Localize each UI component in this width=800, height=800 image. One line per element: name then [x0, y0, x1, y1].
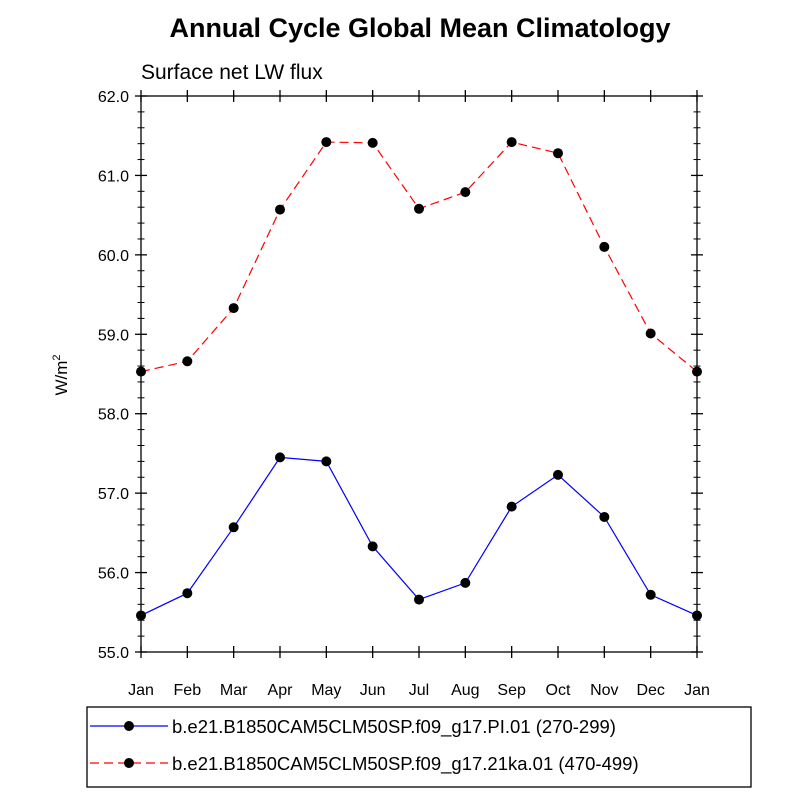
x-tick-label: Jul: [409, 682, 429, 699]
y-axis-label-text: W/m: [52, 361, 71, 396]
series-1-point: [506, 501, 517, 512]
series-1-point: [460, 577, 471, 588]
chart-subtitle: Surface net LW flux: [141, 61, 323, 84]
series-2-point: [136, 366, 146, 377]
y-tick-label: 61.0: [98, 168, 129, 185]
legend-label-2: b.e21.B1850CAM5CLM50SP.f09_g17.21ka.01 (…: [172, 753, 639, 775]
series-1: [136, 452, 702, 621]
x-tick-label: Oct: [546, 682, 571, 699]
chart-title: Annual Cycle Global Mean Climatology: [169, 13, 670, 43]
legend-marker-1: [124, 721, 134, 731]
legend-entries: b.e21.B1850CAM5CLM50SP.f09_g17.PI.01 (27…: [90, 716, 639, 775]
x-tick-label: Sep: [497, 682, 526, 699]
series-2-point: [692, 366, 702, 377]
legend-marker-2: [124, 758, 134, 768]
y-tick-label: 59.0: [98, 327, 129, 344]
y-tick-label: 62.0: [98, 89, 129, 106]
series-1-point: [275, 452, 285, 463]
legend-box: [86, 706, 752, 788]
y-axis-label-superscript: 2: [51, 354, 63, 360]
legend-entry-1: b.e21.B1850CAM5CLM50SP.f09_g17.PI.01 (27…: [90, 716, 616, 738]
series-2-point: [645, 328, 656, 339]
series-1-point: [228, 522, 239, 533]
x-tick-label: Mar: [220, 682, 248, 699]
y-tick-label: 60.0: [98, 248, 129, 265]
series-2-point: [506, 137, 517, 148]
legend: b.e21.B1850CAM5CLM50SP.f09_g17.PI.01 (27…: [86, 706, 752, 788]
y-axis-label: W/m2: [51, 354, 71, 395]
series-2: [136, 137, 702, 377]
series-2-point: [460, 187, 471, 198]
series-1-point: [553, 469, 563, 480]
y-tick-label: 56.0: [98, 566, 129, 583]
series-layer: [136, 137, 702, 621]
svg-text:W/m2: W/m2: [51, 354, 71, 395]
series-1-point: [321, 456, 332, 467]
series-2-point: [321, 137, 332, 148]
series-1-point: [182, 588, 193, 599]
x-tick-label: May: [311, 682, 341, 699]
series-2-point: [553, 148, 563, 159]
series-1-point: [692, 610, 702, 621]
y-tick-labels: 55.0 56.0 57.0 58.0 59.0 60.0 61.0 62.0: [98, 89, 129, 662]
x-tick-label: Apr: [268, 682, 294, 699]
series-2-point: [182, 356, 193, 367]
y-tick-label: 55.0: [98, 645, 129, 662]
x-tick-label: Aug: [451, 682, 479, 699]
x-tick-label: Nov: [590, 682, 618, 699]
series-2-point: [414, 203, 424, 214]
axis-ticks: [135, 90, 703, 658]
series-1-point: [367, 541, 378, 552]
x-tick-label: Jun: [360, 682, 386, 699]
series-1-point: [414, 594, 424, 605]
y-tick-label: 58.0: [98, 407, 129, 424]
y-tick-label: 57.0: [98, 486, 129, 503]
series-2-point: [599, 241, 610, 252]
x-tick-label: Jan: [128, 682, 154, 699]
series-1-point: [599, 511, 610, 522]
series-1-point: [136, 610, 146, 621]
legend-label-1: b.e21.B1850CAM5CLM50SP.f09_g17.PI.01 (27…: [172, 716, 616, 738]
x-tick-labels: Jan Feb Mar Apr May Jun Jul Aug Sep Oct Nov Dec Jan: [128, 682, 710, 699]
series-2-point: [275, 204, 285, 215]
x-tick-label: Jan: [684, 682, 710, 699]
x-tick-label: Feb: [174, 682, 202, 699]
series-2-point: [367, 137, 378, 148]
legend-entry-2: b.e21.B1850CAM5CLM50SP.f09_g17.21ka.01 (…: [90, 753, 639, 775]
series-2-point: [228, 303, 239, 314]
series-1-point: [645, 589, 656, 600]
x-tick-label: Dec: [636, 682, 664, 699]
